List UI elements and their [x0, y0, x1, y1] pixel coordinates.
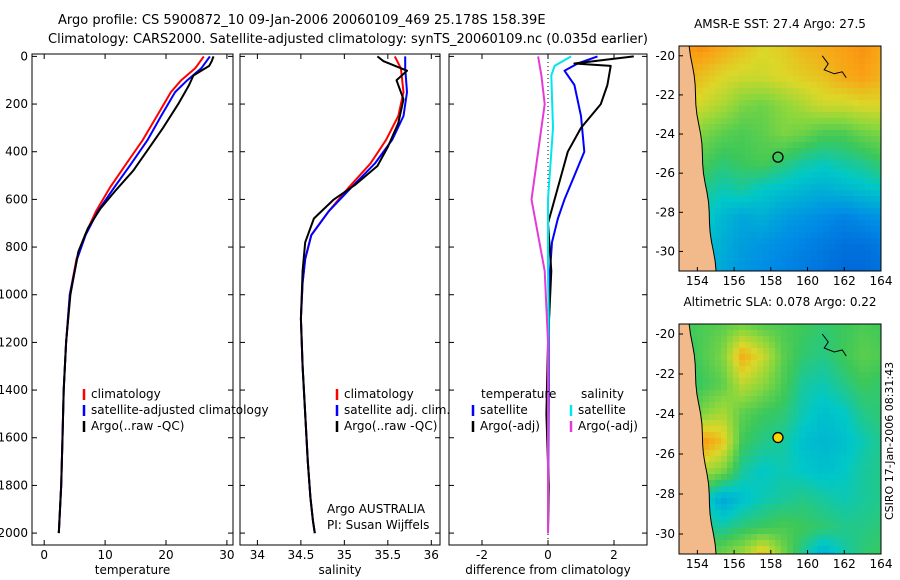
salinity-xtick-label: 34 [250, 548, 265, 562]
temperature-xtick-label: 0 [40, 548, 48, 562]
sla-ytick-label: -30 [655, 527, 675, 541]
temperature-series-black [57, 56, 215, 534]
depth-tick-label: 1200 [0, 335, 28, 349]
depth-tick-label: 0 [20, 49, 28, 63]
depth-tick-label: 1000 [0, 288, 28, 302]
sla-reef-outline [821, 333, 847, 357]
difference-xtick-label: 2 [610, 548, 618, 562]
sst-xtick-label: 154 [686, 274, 709, 288]
title-line-1: Argo profile: CS 5900872_10 09-Jan-2006 … [58, 13, 546, 28]
sst-ytick-label: -24 [655, 127, 675, 141]
salinity-legend-label: Argo(..raw -QC) [344, 419, 437, 433]
temperature-series-red [57, 55, 205, 534]
sst-float-marker [772, 151, 784, 163]
sst-frame [678, 45, 882, 272]
salinity-series-red [299, 55, 405, 534]
depth-tick-label: 200 [5, 97, 28, 111]
difference-series-black [545, 55, 634, 534]
salinity-xtick-label: 36 [424, 548, 439, 562]
sla-ytick-label: -22 [655, 367, 675, 381]
temperature-xtick-label: 30 [219, 548, 234, 562]
title-line-2: Climatology: CARS2000. Satellite-adjuste… [48, 32, 648, 47]
sla-map: Altimetric SLA: 0.078 Argo: 0.22 154 156 15… [655, 295, 892, 571]
footer-stamp: CSIRO 17-Jan-2006 08:31:43 [883, 362, 896, 520]
temperature-legend-label: climatology [91, 387, 161, 401]
temperature-legend-label: Argo(..raw -QC) [91, 419, 184, 433]
difference-legend-label: satellite [480, 403, 528, 417]
difference-series-cyan [547, 55, 572, 534]
sla-land [679, 324, 717, 554]
sst-ytick-label: -28 [655, 205, 675, 219]
sst-reef-outline [821, 55, 847, 79]
salinity-annotation-line2: PI: Susan Wijffels [327, 518, 429, 532]
sla-xtick-label: 154 [686, 557, 709, 571]
salinity-xlabel: salinity [318, 563, 361, 577]
sla-title: Altimetric SLA: 0.078 Argo: 0.22 [683, 295, 876, 309]
difference-legend-salinity-title: salinity [581, 387, 624, 401]
difference-xlabel: difference from climatology [465, 563, 631, 577]
difference-xtick-label: -2 [476, 548, 488, 562]
sla-ytick-label: -26 [655, 447, 675, 461]
difference-legend-label: Argo(-adj) [578, 419, 638, 433]
depth-tick-label: 400 [5, 145, 28, 159]
sla-xtick-label: 160 [796, 557, 819, 571]
sla-frame [678, 323, 882, 555]
sla-field [679, 324, 881, 554]
salinity-xtick-label: 34.5 [288, 548, 315, 562]
sla-xtick-label: 158 [759, 557, 782, 571]
sst-land [679, 46, 717, 271]
salinity-series-black [299, 55, 408, 534]
sst-title: AMSR-E SST: 27.4 Argo: 27.5 [694, 17, 866, 31]
salinity-axes-box [239, 53, 441, 546]
sla-ytick-label: -24 [655, 407, 675, 421]
depth-tick-label: 600 [5, 192, 28, 206]
salinity-xtick-label: 35.5 [374, 548, 401, 562]
sla-xtick-label: 156 [723, 557, 746, 571]
depth-tick-label: 1400 [0, 383, 28, 397]
sla-ytick-label: -20 [655, 327, 675, 341]
temperature-xlabel: temperature [95, 563, 170, 577]
temperature-legend-label: satellite-adjusted climatology [91, 403, 269, 417]
difference-series-blue [547, 55, 598, 534]
salinity-profile-plot: 34 34.5 35 35.5 36 salinity climatology satelli… [239, 53, 450, 577]
sla-float-marker [772, 431, 784, 444]
sst-ytick-label: -20 [655, 49, 675, 63]
sla-xtick-label: 164 [870, 557, 893, 571]
depth-tick-label: 1600 [0, 431, 28, 445]
temperature-series-blue [57, 55, 211, 534]
sst-xtick-label: 162 [833, 274, 856, 288]
sst-ytick-label: -30 [655, 244, 675, 258]
difference-series-magenta [530, 56, 549, 534]
difference-xtick-label: 0 [544, 548, 552, 562]
depth-tick-label: 1800 [0, 478, 28, 492]
salinity-annotation-line1: Argo AUSTRALIA [327, 502, 426, 516]
sst-ytick-label: -26 [655, 166, 675, 180]
sst-ytick-label: -22 [655, 88, 675, 102]
depth-tick-label: 800 [5, 240, 28, 254]
sst-xtick-label: 160 [796, 274, 819, 288]
temperature-profile-plot: 0 10 20 30 0 200 400 600 800 1000 1200 1400 1600 1800… [0, 49, 269, 577]
difference-legend-temperature-title: temperature [481, 387, 556, 401]
sst-xtick-label: 164 [870, 274, 893, 288]
temperature-xtick-label: 20 [158, 548, 173, 562]
depth-tick-label: 2000 [0, 526, 28, 540]
sst-xtick-label: 158 [759, 274, 782, 288]
temperature-axes-box [31, 53, 234, 546]
temperature-xtick-label: 10 [97, 548, 112, 562]
sla-ytick-label: -28 [655, 487, 675, 501]
sst-field [679, 46, 881, 271]
sla-xtick-label: 162 [833, 557, 856, 571]
sst-xtick-label: 156 [723, 274, 746, 288]
salinity-legend-label: satellite adj. clim. [344, 403, 450, 417]
sst-map: AMSR-E SST: 27.4 Argo: 27.5 154 156 158 160 1… [655, 17, 892, 288]
difference-legend-label: satellite [578, 403, 626, 417]
difference-legend-label: Argo(-adj) [480, 419, 540, 433]
salinity-legend-label: climatology [344, 387, 414, 401]
salinity-xtick-label: 35 [337, 548, 352, 562]
